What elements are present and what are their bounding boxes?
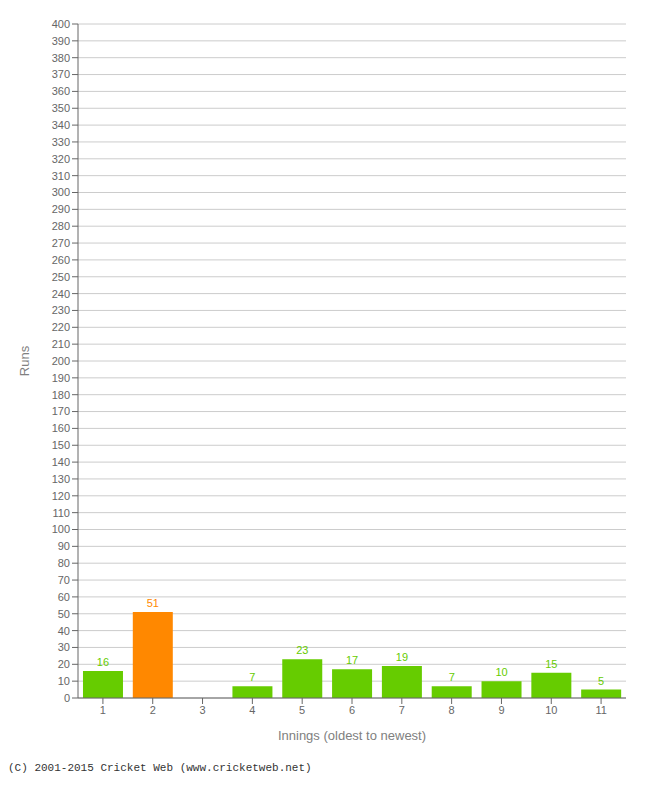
svg-text:210: 210 (52, 338, 70, 350)
svg-text:310: 310 (52, 170, 70, 182)
svg-text:290: 290 (52, 203, 70, 215)
svg-text:170: 170 (52, 405, 70, 417)
svg-text:11: 11 (595, 704, 606, 716)
svg-text:110: 110 (52, 507, 70, 519)
svg-text:180: 180 (52, 389, 70, 401)
svg-text:19: 19 (396, 651, 408, 663)
svg-text:6: 6 (349, 704, 355, 716)
svg-text:340: 340 (52, 119, 70, 131)
svg-text:100: 100 (52, 523, 70, 535)
svg-text:360: 360 (52, 85, 70, 97)
svg-text:7: 7 (399, 704, 405, 716)
svg-text:190: 190 (52, 372, 70, 384)
svg-text:330: 330 (52, 136, 70, 148)
svg-text:80: 80 (58, 557, 70, 569)
svg-text:250: 250 (52, 271, 70, 283)
svg-text:220: 220 (52, 321, 70, 333)
svg-text:3: 3 (199, 704, 205, 716)
svg-text:4: 4 (249, 704, 255, 716)
svg-text:15: 15 (545, 658, 557, 670)
svg-text:300: 300 (52, 186, 70, 198)
svg-text:8: 8 (449, 704, 455, 716)
svg-text:9: 9 (498, 704, 504, 716)
svg-text:5: 5 (299, 704, 305, 716)
svg-text:1: 1 (100, 704, 106, 716)
svg-text:240: 240 (52, 288, 70, 300)
svg-text:140: 140 (52, 456, 70, 468)
svg-text:270: 270 (52, 237, 70, 249)
svg-text:7: 7 (249, 671, 255, 683)
svg-text:16: 16 (97, 656, 109, 668)
svg-text:390: 390 (52, 35, 70, 47)
html-text:(C) 2001-2015 Cricket Web (www: (C) 2001-2015 Cricket Web (www.cricketwe… (8, 762, 312, 774)
svg-text:120: 120 (52, 490, 70, 502)
svg-text:17: 17 (346, 654, 358, 666)
svg-text:7: 7 (449, 671, 455, 683)
svg-text:2: 2 (150, 704, 156, 716)
svg-text:150: 150 (52, 439, 70, 451)
svg-text:40: 40 (58, 625, 70, 637)
svg-text:20: 20 (58, 658, 70, 670)
svg-text:200: 200 (52, 355, 70, 367)
svg-text:51: 51 (147, 597, 159, 609)
svg-text:380: 380 (52, 52, 70, 64)
svg-text:23: 23 (296, 644, 308, 656)
svg-text:230: 230 (52, 304, 70, 316)
svg-text:280: 280 (52, 220, 70, 232)
svg-text:160: 160 (52, 422, 70, 434)
svg-text:70: 70 (58, 574, 70, 586)
svg-text:Innings (oldest to newest): Innings (oldest to newest) (278, 728, 426, 743)
svg-text:260: 260 (52, 254, 70, 266)
svg-text:320: 320 (52, 153, 70, 165)
svg-text:90: 90 (58, 540, 70, 552)
svg-text:350: 350 (52, 102, 70, 114)
svg-text:60: 60 (58, 591, 70, 603)
svg-text:130: 130 (52, 473, 70, 485)
svg-text:10: 10 (495, 666, 507, 678)
svg-text:50: 50 (58, 608, 70, 620)
svg-text:30: 30 (58, 641, 70, 653)
svg-text:0: 0 (64, 692, 70, 704)
svg-text:Runs: Runs (17, 345, 32, 376)
svg-text:10: 10 (545, 704, 557, 716)
svg-text:5: 5 (598, 675, 604, 687)
svg-text:400: 400 (52, 18, 70, 30)
svg-text:10: 10 (58, 675, 70, 687)
svg-text:370: 370 (52, 68, 70, 80)
